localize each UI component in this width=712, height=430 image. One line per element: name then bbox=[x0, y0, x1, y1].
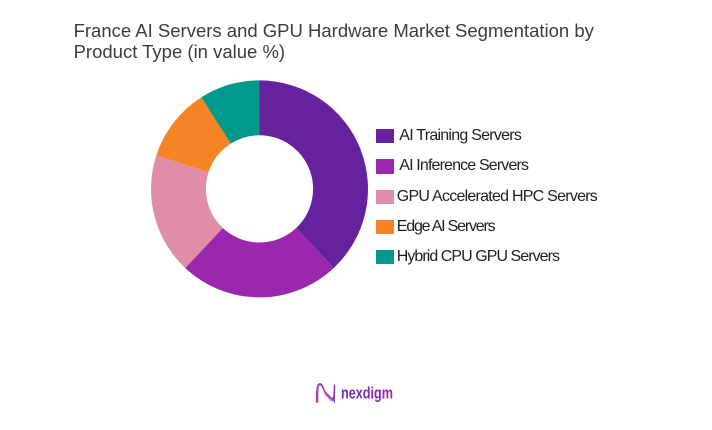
svg-text:nexdigm: nexdigm bbox=[341, 384, 393, 402]
